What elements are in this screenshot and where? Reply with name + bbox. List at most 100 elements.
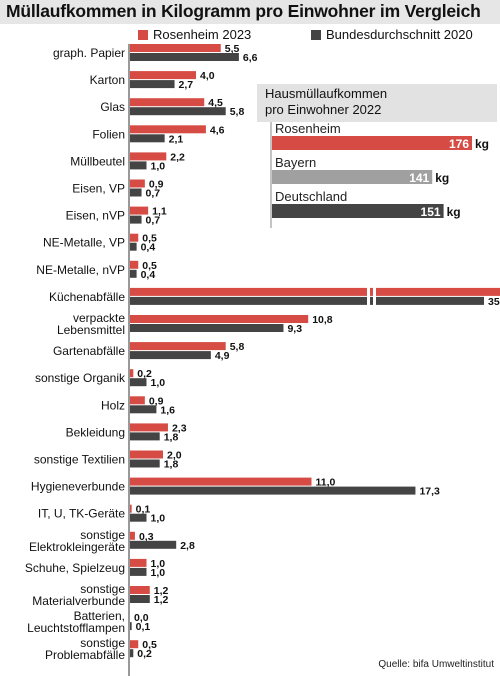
bar-rosenheim bbox=[130, 640, 139, 649]
category-label: NE-Metalle, nVP bbox=[36, 263, 125, 277]
legend-label-rosenheim: Rosenheim 2023 bbox=[153, 27, 252, 42]
category-label: sonstige bbox=[80, 582, 125, 596]
legend-swatch-rosenheim bbox=[138, 30, 148, 40]
inset-category-label: Bayern bbox=[275, 155, 316, 170]
value-label-rosenheim: 0,0 bbox=[134, 612, 149, 624]
bar-rosenheim bbox=[130, 450, 163, 459]
value-label-bund: 0,2 bbox=[137, 648, 152, 660]
chart-title-bar: Müllaufkommen in Kilogramm pro Einwohner… bbox=[0, 0, 500, 24]
value-label-rosenheim: 0,5 bbox=[142, 639, 157, 651]
value-label-bund: 1,6 bbox=[160, 404, 175, 416]
value-label-rosenheim: 1,2 bbox=[154, 585, 169, 597]
bar-rosenheim bbox=[130, 287, 500, 296]
inset-value-label: 151 bbox=[421, 205, 441, 219]
bar-rosenheim bbox=[130, 98, 205, 107]
value-label-rosenheim: 1,0 bbox=[151, 558, 166, 570]
bar-rosenheim bbox=[130, 315, 309, 323]
value-label-rosenheim: 0,9 bbox=[149, 179, 164, 191]
bar-bund bbox=[130, 486, 416, 495]
value-label-rosenheim: 0,1 bbox=[136, 504, 151, 516]
bar-rosenheim bbox=[130, 396, 145, 405]
bar-bund bbox=[130, 324, 284, 332]
value-label-bund: 35,2 bbox=[488, 296, 500, 308]
bar-rosenheim bbox=[130, 586, 150, 594]
value-label-bund: 1,0 bbox=[151, 160, 166, 172]
inset-bar bbox=[272, 204, 444, 218]
bar-bund bbox=[130, 567, 147, 576]
value-label-bund: 2,8 bbox=[180, 540, 195, 552]
bar-rosenheim bbox=[130, 44, 221, 52]
category-label: IT, U, TK-Geräte bbox=[38, 507, 125, 521]
value-label-bund: 1,8 bbox=[164, 459, 179, 471]
value-label-bund: 4,9 bbox=[215, 350, 230, 362]
legend-label-bund: Bundesdurchschnitt 2020 bbox=[326, 27, 473, 42]
bar-bund bbox=[130, 134, 165, 143]
inset-title-box: Hausmüllaufkommen pro Einwohner 2022 bbox=[257, 84, 497, 122]
inset-title-line-2: pro Einwohner 2022 bbox=[265, 102, 382, 117]
value-label-bund: 0,1 bbox=[136, 621, 151, 633]
value-label-rosenheim: 2,3 bbox=[172, 422, 187, 434]
value-label-rosenheim: 2,0 bbox=[167, 450, 182, 462]
inset-category-label: Rosenheim bbox=[275, 121, 341, 136]
bar-bund bbox=[130, 242, 137, 251]
bar-bund bbox=[130, 540, 177, 549]
bar-rosenheim bbox=[130, 125, 206, 134]
bar-bund bbox=[130, 649, 134, 658]
value-label-rosenheim: 2,2 bbox=[170, 151, 185, 163]
bar-rosenheim bbox=[130, 206, 149, 215]
bar-bund bbox=[130, 107, 226, 116]
category-label: Müllbeutel bbox=[70, 154, 125, 168]
value-label-rosenheim: 0,5 bbox=[142, 233, 157, 245]
value-label-bund: 1,0 bbox=[151, 567, 166, 579]
bar-bund bbox=[130, 161, 147, 170]
legend-item-bund: Bundesdurchschnitt 2020 bbox=[311, 27, 473, 42]
legend-swatch-bund bbox=[311, 30, 321, 40]
value-label-rosenheim: 0,9 bbox=[149, 395, 164, 407]
value-label-rosenheim: 4,6 bbox=[210, 124, 225, 136]
inset-value-label: 141 bbox=[409, 171, 429, 185]
value-label-bund: 0,4 bbox=[141, 269, 156, 281]
category-label: Küchenabfälle bbox=[49, 290, 125, 304]
value-label-bund: 17,3 bbox=[419, 486, 440, 498]
bar-bund bbox=[130, 432, 160, 441]
inset-title: Hausmüllaufkommen pro Einwohner 2022 bbox=[265, 86, 387, 118]
inset-unit-label: kg bbox=[475, 137, 489, 151]
bar-bund bbox=[130, 53, 239, 61]
bar-bund bbox=[130, 215, 142, 224]
category-label: Leuchtstofflampen bbox=[27, 621, 125, 635]
bar-rosenheim bbox=[130, 531, 135, 540]
legend-item-rosenheim: Rosenheim 2023 bbox=[138, 27, 251, 42]
value-label-bund: 9,3 bbox=[287, 323, 302, 335]
category-label: Lebensmittel bbox=[57, 323, 125, 337]
inset-category-label: Deutschland bbox=[275, 189, 347, 204]
bar-bund bbox=[130, 80, 175, 89]
bar-bund bbox=[130, 622, 132, 631]
value-label-bund: 6,6 bbox=[243, 52, 258, 64]
axis-break-mark bbox=[367, 285, 370, 308]
value-label-rosenheim: 5,8 bbox=[230, 341, 245, 353]
bar-rosenheim bbox=[130, 558, 147, 567]
value-label-bund: 1,2 bbox=[154, 594, 169, 606]
bar-bund bbox=[130, 595, 150, 603]
bar-bund bbox=[130, 459, 160, 468]
category-label: Glas bbox=[100, 100, 125, 114]
source-note: Quelle: bifa Umweltinstitut bbox=[378, 659, 494, 670]
category-label: Folien bbox=[92, 127, 125, 141]
category-label: Batterien, bbox=[74, 609, 125, 623]
category-label: NE-Metalle, VP bbox=[43, 236, 125, 250]
value-label-rosenheim: 4,0 bbox=[200, 70, 215, 82]
bar-bund bbox=[130, 296, 484, 305]
inset-unit-label: kg bbox=[447, 205, 461, 219]
chart-title: Müllaufkommen in Kilogramm pro Einwohner… bbox=[6, 1, 481, 21]
value-label-rosenheim: 0,5 bbox=[142, 260, 157, 272]
bar-bund bbox=[130, 513, 147, 522]
bar-rosenheim bbox=[130, 342, 226, 351]
category-label: Schuhe, Spielzeug bbox=[25, 561, 125, 575]
value-label-bund: 0,7 bbox=[146, 215, 161, 227]
category-label: Eisen, nVP bbox=[66, 209, 125, 223]
value-label-rosenheim: 11,0 bbox=[316, 477, 336, 489]
bar-rosenheim bbox=[130, 179, 145, 188]
category-label: sonstige Textilien bbox=[34, 453, 125, 467]
